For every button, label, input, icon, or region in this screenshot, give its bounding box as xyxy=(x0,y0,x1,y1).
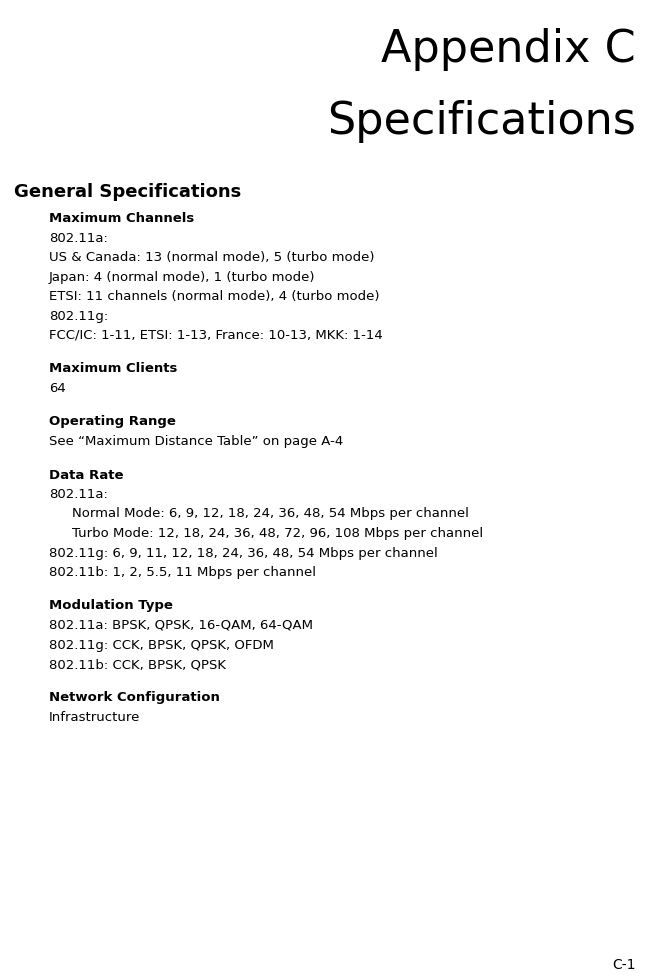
Text: 802.11a: BPSK, QPSK, 16-QAM, 64-QAM: 802.11a: BPSK, QPSK, 16-QAM, 64-QAM xyxy=(49,618,313,632)
Text: Maximum Clients: Maximum Clients xyxy=(49,362,177,376)
Text: Modulation Type: Modulation Type xyxy=(49,599,173,612)
Text: Japan: 4 (normal mode), 1 (turbo mode): Japan: 4 (normal mode), 1 (turbo mode) xyxy=(49,270,316,284)
Text: FCC/IC: 1-11, ETSI: 1-13, France: 10-13, MKK: 1-14: FCC/IC: 1-11, ETSI: 1-13, France: 10-13,… xyxy=(49,329,383,341)
Text: Infrastructure: Infrastructure xyxy=(49,710,140,724)
Text: 64: 64 xyxy=(49,381,66,394)
Text: Data Rate: Data Rate xyxy=(49,468,123,481)
Text: 802.11g: CCK, BPSK, QPSK, OFDM: 802.11g: CCK, BPSK, QPSK, OFDM xyxy=(49,638,274,650)
Text: Appendix C: Appendix C xyxy=(381,28,636,71)
Text: US & Canada: 13 (normal mode), 5 (turbo mode): US & Canada: 13 (normal mode), 5 (turbo … xyxy=(49,250,374,264)
Text: 802.11g:: 802.11g: xyxy=(49,309,108,322)
Text: Maximum Channels: Maximum Channels xyxy=(49,212,194,225)
Text: ETSI: 11 channels (normal mode), 4 (turbo mode): ETSI: 11 channels (normal mode), 4 (turb… xyxy=(49,289,379,302)
Text: 802.11b: 1, 2, 5.5, 11 Mbps per channel: 802.11b: 1, 2, 5.5, 11 Mbps per channel xyxy=(49,565,316,578)
Text: See “Maximum Distance Table” on page A-4: See “Maximum Distance Table” on page A-4 xyxy=(49,434,343,448)
Text: 802.11g: 6, 9, 11, 12, 18, 24, 36, 48, 54 Mbps per channel: 802.11g: 6, 9, 11, 12, 18, 24, 36, 48, 5… xyxy=(49,546,437,559)
Text: Normal Mode: 6, 9, 12, 18, 24, 36, 48, 54 Mbps per channel: Normal Mode: 6, 9, 12, 18, 24, 36, 48, 5… xyxy=(72,507,469,520)
Text: 802.11a:: 802.11a: xyxy=(49,487,108,501)
Text: General Specifications: General Specifications xyxy=(14,183,242,200)
Text: Specifications: Specifications xyxy=(327,100,636,143)
Text: 802.11a:: 802.11a: xyxy=(49,231,108,244)
Text: Operating Range: Operating Range xyxy=(49,415,176,428)
Text: 802.11b: CCK, BPSK, QPSK: 802.11b: CCK, BPSK, QPSK xyxy=(49,657,226,670)
Text: C-1: C-1 xyxy=(612,957,636,971)
Text: Network Configuration: Network Configuration xyxy=(49,690,220,704)
Text: Turbo Mode: 12, 18, 24, 36, 48, 72, 96, 108 Mbps per channel: Turbo Mode: 12, 18, 24, 36, 48, 72, 96, … xyxy=(72,526,483,540)
